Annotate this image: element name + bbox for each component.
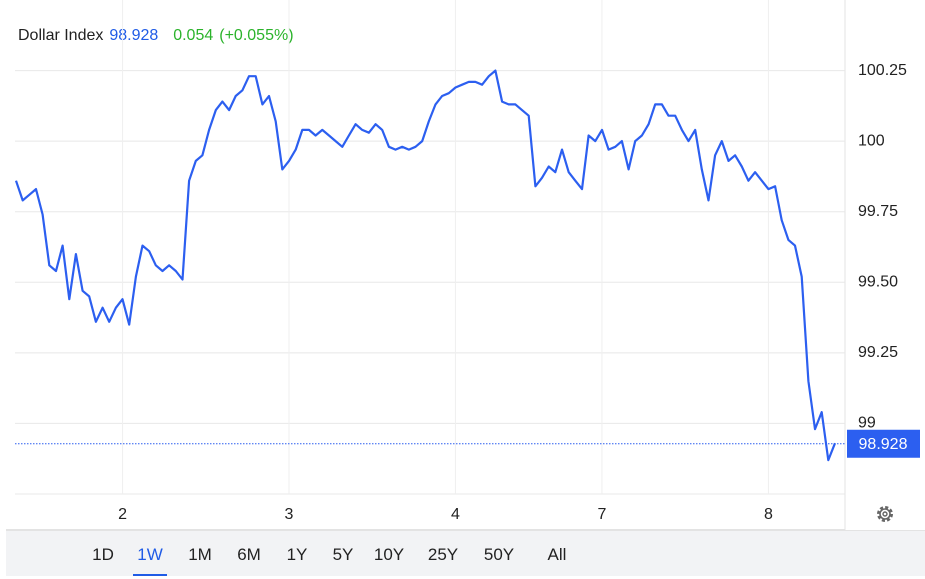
y-tick-label: 99 (858, 415, 876, 432)
x-tick-label: 2 (118, 506, 127, 523)
last-price: 98.928 (109, 27, 159, 44)
x-tick-label: 4 (451, 506, 460, 523)
change-percent: (+0.055%) (219, 27, 294, 44)
y-tick-label: 99.50 (858, 274, 898, 291)
settings-icon[interactable] (877, 506, 893, 522)
range-button[interactable]: 1D (92, 545, 114, 564)
range-button[interactable]: 1Y (286, 545, 308, 564)
price-line (14, 69, 837, 462)
range-button[interactable]: All (547, 545, 567, 564)
change: 0.054 (173, 27, 214, 44)
x-tick-label: 8 (764, 506, 773, 523)
last-price-label: 98.928 (859, 436, 908, 453)
range-button[interactable]: 1W (133, 531, 167, 576)
x-tick-label: 3 (285, 506, 294, 523)
y-tick-label: 99.75 (858, 203, 898, 220)
chart: 99 99.25 99.50 99.75 100 100.25 2 3 4 7 8 98.928 (6, 0, 920, 530)
last-price-box (847, 429, 920, 458)
gear-teeth (877, 506, 893, 522)
range-button[interactable]: 10Y (373, 545, 405, 564)
range-button[interactable]: 25Y (427, 545, 459, 564)
range-bar: 1D 1W 1M 6M 1Y 5Y 10Y 25Y 50Y All (6, 530, 925, 576)
range-button[interactable]: 50Y (483, 545, 515, 564)
x-tick-label: 7 (597, 506, 606, 523)
range-button[interactable]: 5Y (332, 545, 354, 564)
y-tick-label: 99.25 (858, 344, 898, 361)
gear-hub (882, 511, 888, 517)
y-tick-label: 100.25 (858, 62, 907, 79)
gear-ring (879, 508, 891, 520)
quote-header: Dollar Index 98.928 0.054 (+0.055%) (18, 27, 300, 45)
range-button[interactable]: 6M (237, 545, 261, 564)
y-tick-label: 100 (858, 132, 885, 149)
symbol-name: Dollar Index (18, 27, 104, 44)
range-button[interactable]: 1M (188, 545, 212, 564)
